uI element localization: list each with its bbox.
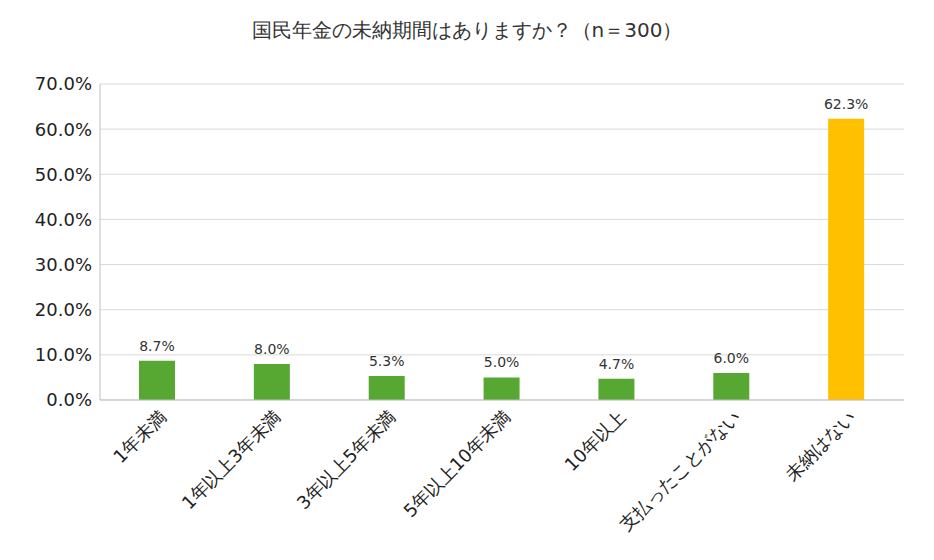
svg-text:10.0%: 10.0% [35, 344, 92, 365]
svg-text:5年以上10年未満: 5年以上10年未満 [399, 406, 515, 522]
svg-text:0.0%: 0.0% [46, 389, 92, 410]
svg-text:8.7%: 8.7% [139, 338, 175, 354]
svg-text:1年未満: 1年未満 [109, 406, 170, 467]
svg-text:6.0%: 6.0% [713, 350, 749, 366]
svg-text:40.0%: 40.0% [35, 209, 92, 230]
svg-text:未納はない: 未納はない [781, 406, 859, 484]
svg-text:3年以上5年未満: 3年以上5年未満 [292, 406, 399, 513]
html-text:国民年金の未納期間はありますか？（n＝300）: 国民年金の未納期間はありますか？（n＝300） [251, 18, 683, 42]
svg-text:8.0%: 8.0% [254, 341, 290, 357]
svg-text:50.0%: 50.0% [35, 164, 92, 185]
svg-text:20.0%: 20.0% [35, 299, 92, 320]
svg-text:1年以上3年未満: 1年以上3年未満 [178, 406, 285, 513]
svg-text:5.3%: 5.3% [369, 353, 405, 369]
svg-text:30.0%: 30.0% [35, 254, 92, 275]
svg-text:10年以上: 10年以上 [560, 406, 629, 475]
svg-text:5.0%: 5.0% [484, 354, 520, 370]
svg-text:62.3%: 62.3% [824, 96, 868, 112]
svg-text:60.0%: 60.0% [35, 119, 92, 140]
svg-text:支払ったことがない: 支払ったことがない [615, 406, 744, 535]
svg-text:4.7%: 4.7% [599, 356, 635, 372]
svg-text:70.0%: 70.0% [35, 73, 92, 94]
